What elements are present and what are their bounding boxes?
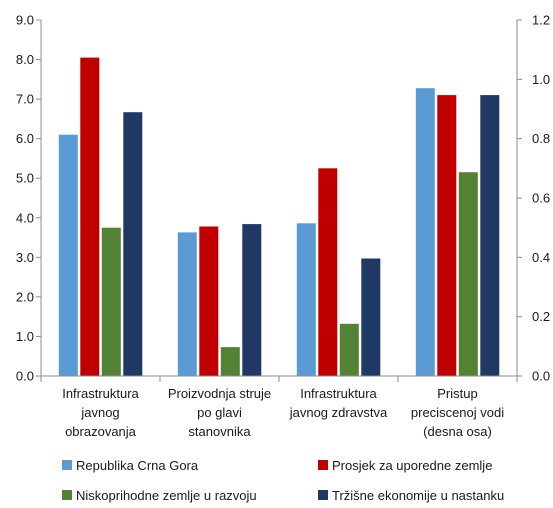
legend-label-4: Tržišne ekonomije u nastanku — [332, 488, 504, 503]
y-tick-label: 3.0 — [16, 250, 34, 265]
category-label-3: Infrastruktura javnog zdravstva — [289, 386, 388, 420]
bar-3-2 — [220, 347, 240, 376]
category-label-2: Proizvodnja struje po glavi stanovnika — [168, 386, 271, 439]
bars-layer — [58, 57, 500, 376]
y-axis-left-ticks: 0.0 1.0 2.0 3.0 4.0 5.0 6.0 7.0 8.0 9.0 — [16, 13, 41, 384]
bar-4-3 — [361, 258, 381, 376]
y-axis-right-ticks: 0.0 0.2 0.4 0.6 0.8 1.0 1.2 — [517, 13, 550, 384]
legend-swatch-4 — [318, 490, 328, 500]
y-tick-label: 2.0 — [16, 289, 34, 304]
legend-label-1: Republika Crna Gora — [76, 458, 199, 473]
bar-2-3 — [318, 168, 338, 376]
bar-1-4 — [415, 88, 435, 376]
legend-swatch-2 — [318, 460, 328, 470]
y2-tick-label: 0.4 — [532, 250, 550, 265]
bar-2-1 — [80, 57, 100, 376]
category-label-1: Infrastruktura javnog obrazovanja — [62, 386, 139, 439]
bar-4-2 — [242, 224, 262, 376]
y2-tick-label: 0.6 — [532, 191, 550, 206]
y-tick-label: 8.0 — [16, 52, 34, 67]
y-tick-label: 0.0 — [16, 369, 34, 384]
y2-tick-label: 1.0 — [532, 72, 550, 87]
legend-swatch-3 — [62, 490, 72, 500]
legend-label-2: Prosjek za uporedne zemlje — [332, 458, 492, 473]
bar-4-4 — [480, 95, 500, 376]
y-tick-label: 4.0 — [16, 210, 34, 225]
y2-tick-label: 0.8 — [532, 131, 550, 146]
y-tick-label: 6.0 — [16, 131, 34, 146]
x-axis-category-labels: Infrastruktura javnog obrazovanja Proizvodn… — [62, 386, 504, 439]
bar-2-2 — [199, 226, 219, 376]
legend: Republika Crna Gora Prosjek za uporedne z… — [62, 458, 504, 503]
bar-1-1 — [58, 134, 78, 376]
y2-tick-label: 0.0 — [532, 369, 550, 384]
y-tick-label: 1.0 — [16, 329, 34, 344]
y-tick-label: 7.0 — [16, 92, 34, 107]
bar-2-4 — [437, 95, 457, 376]
legend-swatch-1 — [62, 460, 72, 470]
y2-tick-label: 1.2 — [532, 13, 550, 28]
bar-4-1 — [123, 112, 143, 376]
bar-1-2 — [177, 232, 197, 376]
bar-1-3 — [296, 223, 316, 376]
y2-tick-label: 0.2 — [532, 309, 550, 324]
legend-label-3: Niskoprihodne zemlje u razvoju — [76, 488, 257, 503]
y-tick-label: 5.0 — [16, 171, 34, 186]
bar-3-4 — [458, 172, 478, 376]
bar-3-1 — [101, 227, 121, 376]
bar-3-3 — [339, 323, 359, 376]
category-label-4: Pristup preciscenoj vodi (desna osa) — [411, 386, 504, 439]
y-tick-label: 9.0 — [16, 13, 34, 28]
